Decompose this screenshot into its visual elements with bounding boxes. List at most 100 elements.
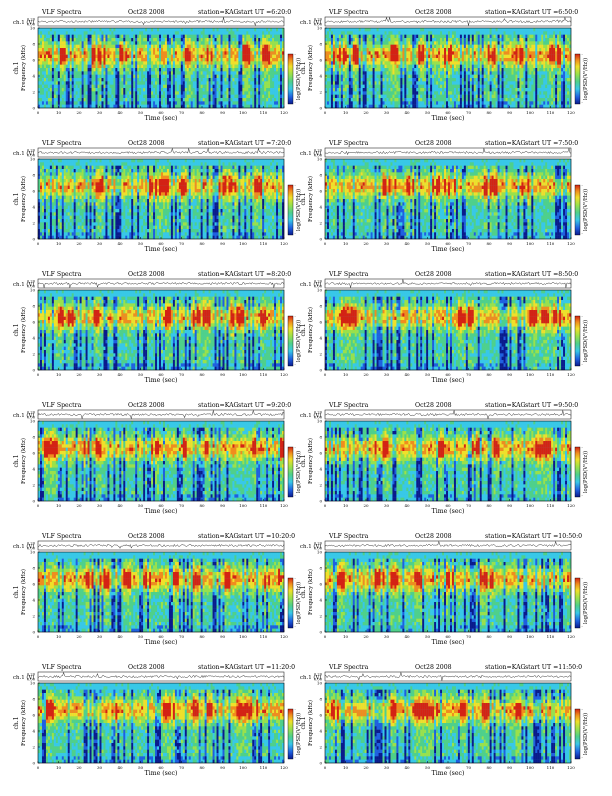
spectrogram-cell — [363, 61, 365, 64]
spectrogram-cell — [402, 55, 404, 58]
spectrogram-cell — [278, 98, 280, 101]
spectrogram-cell — [327, 88, 329, 91]
spectrogram-cell — [396, 48, 398, 51]
spectrogram-cell — [464, 38, 466, 41]
spectrogram-cell — [151, 91, 153, 94]
spectrogram-xtick: 30 — [97, 110, 103, 115]
spectrogram-cell — [76, 101, 78, 104]
spectrogram-cell — [86, 51, 88, 54]
spectrogram-cell — [131, 68, 133, 71]
spectrogram-cell — [472, 55, 474, 58]
spectrogram-cell — [100, 105, 102, 108]
spectrogram-cell — [189, 81, 191, 84]
spectrogram-cell — [365, 55, 367, 58]
spectrogram-cell — [410, 51, 412, 54]
spectrogram-cell — [213, 61, 215, 64]
spectrogram-cell — [70, 98, 72, 101]
spectrogram-cell — [68, 91, 70, 94]
spectrogram-cell — [197, 98, 199, 101]
spectrogram-cell — [438, 48, 440, 51]
spectrogram-cell — [375, 78, 377, 81]
spectrogram-cell — [207, 71, 209, 74]
spectrogram-cell — [341, 68, 343, 71]
spectrogram-cell — [98, 71, 100, 74]
spectrogram-cell — [179, 88, 181, 91]
spectrogram-cell — [149, 55, 151, 58]
spectrogram-cell — [117, 58, 119, 61]
spectrogram-cell — [398, 61, 400, 64]
spectrogram-cell — [438, 88, 440, 91]
spectrogram-cell — [248, 68, 250, 71]
spectrogram-cell — [221, 88, 223, 91]
spectrogram-cell — [270, 101, 272, 104]
spectrogram-cell — [412, 35, 414, 38]
spectrogram-cell — [137, 48, 139, 51]
spectrogram-cell — [173, 55, 175, 58]
spectrogram-cell — [203, 28, 205, 31]
spectrogram-cell — [54, 85, 56, 88]
spectrogram-cell — [62, 78, 64, 81]
spectrogram-cell — [246, 41, 248, 44]
spectrogram-cell — [250, 85, 252, 88]
spectrogram-cell — [70, 75, 72, 78]
spectrogram-cell — [139, 35, 141, 38]
spectrogram-cell — [238, 31, 240, 34]
spectrogram-cell — [428, 85, 430, 88]
spectrogram-cell — [171, 101, 173, 104]
spectrogram-cell — [260, 28, 262, 31]
spectrogram-cell — [74, 71, 76, 74]
spectrogram-cell — [44, 88, 46, 91]
spectrogram-cell — [221, 31, 223, 34]
spectrogram-cell — [240, 48, 242, 51]
spectrogram-cell — [195, 98, 197, 101]
spectrogram-cell — [183, 88, 185, 91]
spectrogram-cell — [193, 105, 195, 108]
spectrogram-cell — [197, 75, 199, 78]
spectrogram-cell — [234, 75, 236, 78]
spectrogram-cell — [236, 85, 238, 88]
spectrogram-cell — [238, 28, 240, 31]
spectrogram-cell — [78, 28, 80, 31]
spectrogram-cell — [426, 41, 428, 44]
spectrogram-cell — [44, 75, 46, 78]
spectrogram-cell — [173, 98, 175, 101]
spectrogram-cell — [452, 28, 454, 31]
spectrogram-cell — [215, 68, 217, 71]
spectrogram-cell — [272, 105, 274, 108]
spectrogram-cell — [337, 75, 339, 78]
spectrogram-cell — [86, 85, 88, 88]
spectrogram-cell — [276, 101, 278, 104]
spectrogram-cell — [442, 88, 444, 91]
spectrogram-cell — [381, 95, 383, 98]
spectrogram-cell — [115, 65, 117, 68]
spectrogram-cell — [270, 105, 272, 108]
spectrogram-cell — [367, 68, 369, 71]
spectrogram-cell — [201, 98, 203, 101]
spectrogram-cell — [414, 91, 416, 94]
spectrogram-cell — [466, 28, 468, 31]
spectrogram-cell — [163, 95, 165, 98]
spectrogram-cell — [80, 105, 82, 108]
spectrogram-cell — [448, 31, 450, 34]
spectrogram-cell — [476, 28, 478, 31]
spectrogram-cell — [101, 51, 103, 54]
spectrogram-cell — [392, 28, 394, 31]
spectrogram-cell — [252, 45, 254, 48]
spectrogram-cell — [385, 41, 387, 44]
spectrogram-cell — [155, 95, 157, 98]
spectrogram-cell — [248, 51, 250, 54]
spectrogram-cell — [213, 71, 215, 74]
spectrogram-cell — [410, 45, 412, 48]
spectrogram-cell — [402, 41, 404, 44]
spectrogram-cell — [388, 71, 390, 74]
spectrogram-cell — [470, 71, 472, 74]
spectrogram-cell — [161, 88, 163, 91]
spectrogram-cell — [404, 71, 406, 74]
spectrogram-cell — [224, 58, 226, 61]
spectrogram-cell — [113, 35, 115, 38]
spectrogram-cell — [414, 48, 416, 51]
spectrogram-cell — [381, 28, 383, 31]
spectrogram-cell — [341, 41, 343, 44]
spectrogram-cell — [428, 51, 430, 54]
spectrogram-cell — [103, 81, 105, 84]
